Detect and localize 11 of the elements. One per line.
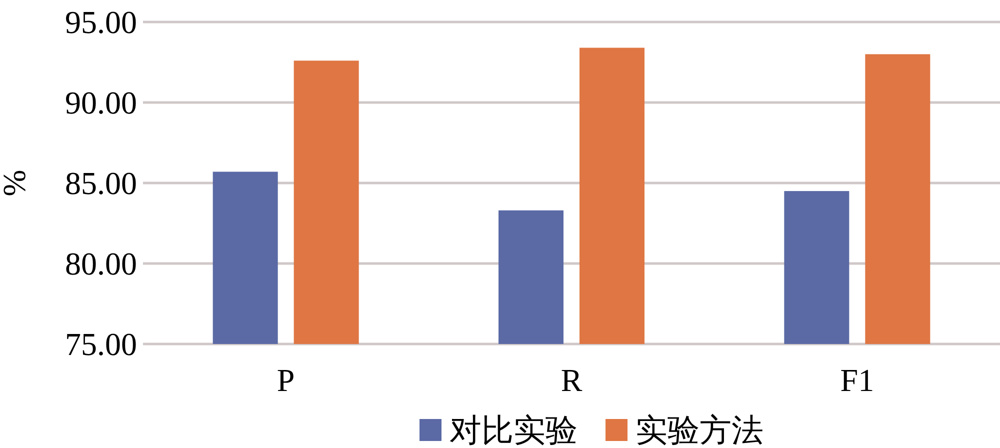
y-tick-label: 95.00 xyxy=(65,4,137,40)
y-tick-label: 80.00 xyxy=(65,246,137,282)
legend-label: 对比实验 xyxy=(450,411,578,448)
y-tick-label: 90.00 xyxy=(65,84,137,120)
legend-label: 实验方法 xyxy=(636,411,764,448)
y-axis-title: % xyxy=(0,170,32,196)
x-tick-label: P xyxy=(276,362,295,398)
y-tick-label: 85.00 xyxy=(65,165,137,201)
x-tick-label: F1 xyxy=(840,362,874,398)
x-tick-label: R xyxy=(560,362,583,398)
y-tick-label: 75.00 xyxy=(65,326,137,362)
